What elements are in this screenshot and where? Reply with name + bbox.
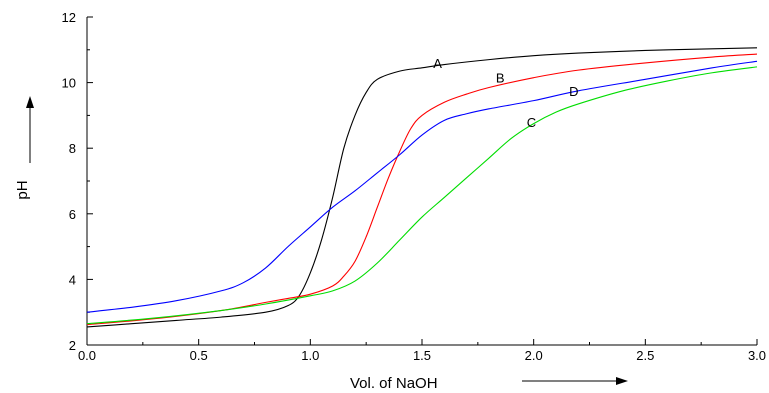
y-tick-label: 10	[62, 76, 76, 91]
x-axis-ticks: 0.0 0.5 1.0 1.5 2.0 2.5 3.0	[78, 339, 766, 363]
y-tick-label: 2	[69, 338, 76, 353]
x-axis-title: Vol. of NaOH	[350, 375, 438, 392]
y-tick-label: 8	[69, 141, 76, 156]
curve-label-c: C	[527, 115, 536, 130]
y-tick-label: 6	[69, 207, 76, 222]
x-tick-label: 1.5	[413, 348, 431, 363]
y-axis-arrow-head	[26, 96, 34, 108]
curve-label-b: B	[496, 71, 505, 86]
x-tick-label: 2.0	[525, 348, 543, 363]
x-axis-arrow-head	[616, 377, 628, 385]
x-tick-label: 1.0	[301, 348, 319, 363]
curve-label-a: A	[433, 56, 442, 71]
x-tick-label: 3.0	[748, 348, 766, 363]
series-layer	[86, 47, 758, 328]
plot-frame	[86, 17, 757, 346]
x-tick-label: 0.0	[78, 348, 96, 363]
y-tick-label: 4	[69, 272, 76, 287]
series-line-b	[86, 53, 758, 326]
y-axis-title: pH	[14, 180, 31, 199]
series-line-a	[86, 47, 758, 328]
series-line-d	[86, 60, 758, 313]
x-tick-label: 2.5	[636, 348, 654, 363]
x-tick-label: 0.5	[190, 348, 208, 363]
y-axis-ticks: 2 4 6 8 10 12	[62, 10, 93, 353]
curve-label-d: D	[569, 84, 578, 99]
series-line-c	[86, 66, 758, 325]
y-tick-label: 12	[62, 10, 76, 25]
curve-labels: A B C D	[433, 56, 578, 130]
